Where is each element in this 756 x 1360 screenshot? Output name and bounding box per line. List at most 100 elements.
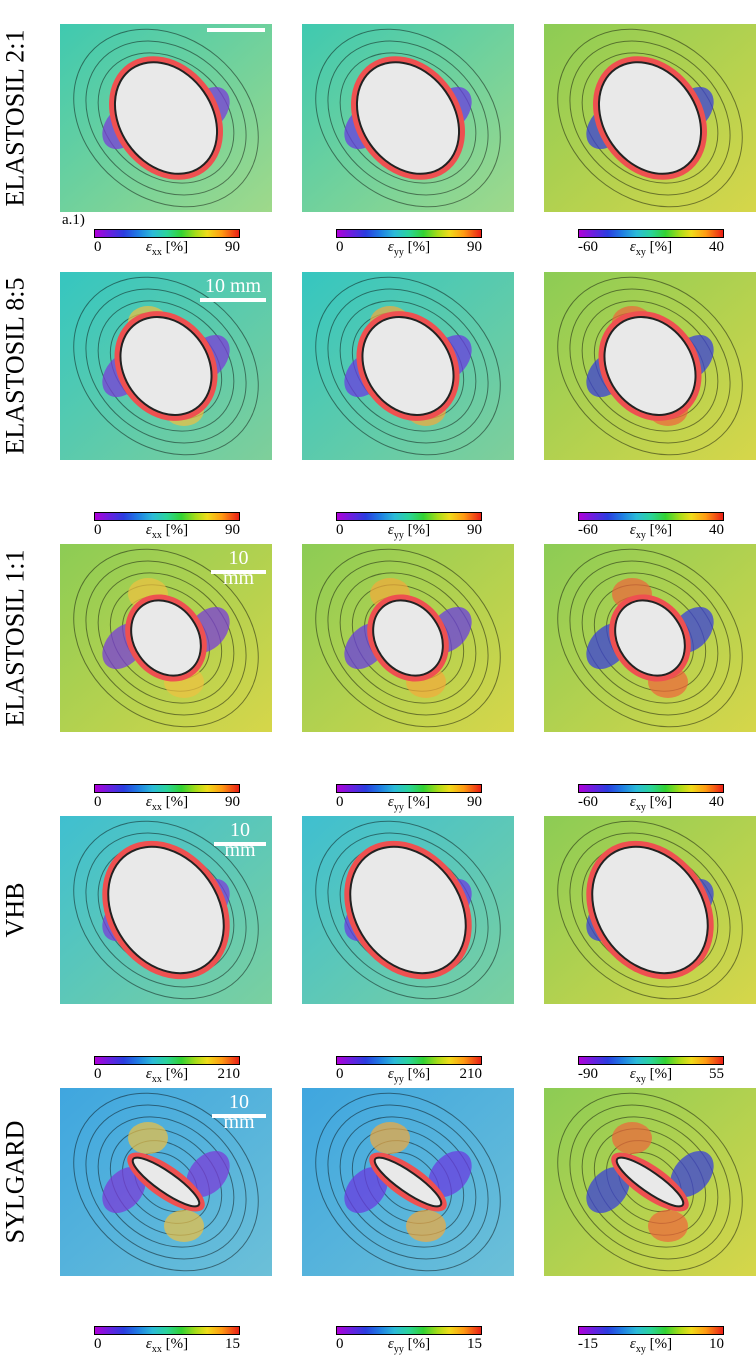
strain-lobe-low: [586, 1166, 630, 1214]
strain-unit: [%]: [649, 1066, 673, 1082]
contour-line: [557, 28, 743, 208]
contour-line: [73, 1092, 259, 1272]
strain-symbol: ε: [145, 1066, 152, 1082]
colorbar-r2-c3: -60 εxy [%] 40: [578, 512, 724, 546]
colorbar-gradient: [94, 1056, 240, 1065]
strain-contour-map: [544, 544, 756, 732]
colorbar-gradient: [336, 1056, 482, 1065]
colorbar-gradient: [336, 512, 482, 521]
strain-contour-map: [544, 1088, 756, 1276]
strain-field-panel-r2-c2: [302, 272, 514, 460]
strain-unit: [%]: [407, 1336, 431, 1352]
strain-component: xy: [635, 1074, 646, 1085]
colorbar-min-label: 0: [94, 1066, 102, 1082]
colorbar-quantity-label: εyy [%]: [388, 794, 430, 816]
strain-symbol: ε: [629, 794, 636, 810]
strain-component: xy: [635, 802, 646, 813]
strain-lobe-high: [612, 1122, 652, 1154]
specimen-hole: [119, 316, 213, 416]
strain-lobe-high: [406, 1210, 446, 1242]
strain-contour-map: [60, 24, 272, 212]
colorbar-r2-c2: 0 εyy [%] 90: [336, 512, 482, 546]
strain-unit: [%]: [407, 522, 431, 538]
strain-component: xx: [151, 247, 162, 258]
colorbar-r5-c2: 0 εyy [%] 15: [336, 1326, 482, 1360]
colorbar-gradient: [578, 1326, 724, 1335]
strain-component: yy: [393, 1074, 404, 1085]
strain-lobe-high: [648, 1210, 688, 1242]
scale-bar-row-5: 10 mm: [212, 1092, 266, 1132]
specimen-hole: [372, 599, 444, 677]
colorbar-gradient: [94, 229, 240, 238]
contour-line: [315, 820, 501, 1000]
colorbar-max-label: 210: [459, 1066, 483, 1082]
strain-unit: [%]: [407, 239, 431, 255]
contour-line: [97, 572, 235, 704]
strain-lobe-low: [428, 1150, 472, 1198]
contour-line: [569, 832, 731, 988]
colorbar-r5-c3: -15 εxy [%] 10: [578, 1326, 724, 1360]
contour-line: [315, 28, 501, 208]
colorbar-min-label: -60: [578, 239, 598, 255]
colorbar-gradient: [94, 1326, 240, 1335]
colorbar-quantity-label: εxx [%]: [146, 794, 188, 816]
strain-symbol: ε: [629, 1066, 636, 1082]
strain-unit: [%]: [165, 522, 189, 538]
strain-symbol: ε: [387, 522, 394, 538]
strain-lobe-low: [670, 1150, 714, 1198]
colorbar-max-label: 40: [709, 522, 724, 538]
strain-lobe-high: [370, 1122, 410, 1154]
contour-line: [569, 40, 731, 196]
strain-field-panel-r2-c1: [60, 272, 272, 460]
specimen-hole: [614, 599, 686, 677]
strain-component: xx: [151, 802, 162, 813]
contour-line: [593, 1128, 707, 1236]
colorbar-r3-c3: -60 εxy [%] 40: [578, 784, 724, 818]
strain-contour-map: [544, 24, 756, 212]
strain-symbol: ε: [629, 522, 636, 538]
colorbar-quantity-label: εxy [%]: [630, 239, 672, 261]
colorbar-min-label: 0: [336, 239, 344, 255]
contour-line: [339, 52, 477, 184]
colorbar-min-label: -15: [578, 1336, 598, 1352]
strain-component: yy: [393, 802, 404, 813]
row-label-elastosil-8-5: ELASTOSIL 8:5: [0, 277, 30, 455]
colorbar-quantity-label: εxy [%]: [630, 1066, 672, 1088]
colorbar-min-label: 0: [336, 1336, 344, 1352]
colorbar-min-label: 0: [336, 1066, 344, 1082]
strain-unit: [%]: [407, 1066, 431, 1082]
colorbar-gradient: [578, 1056, 724, 1065]
strain-component: xx: [151, 1074, 162, 1085]
strain-field-panel-r3-c2: [302, 544, 514, 732]
row-label-elastosil-2-1: ELASTOSIL 2:1: [0, 29, 30, 207]
strain-component: yy: [393, 530, 404, 541]
colorbar-min-label: 0: [94, 239, 102, 255]
strain-field-panel-r5-c2: [302, 1088, 514, 1276]
colorbar-gradient: [94, 512, 240, 521]
strain-symbol: ε: [145, 522, 152, 538]
strain-symbol: ε: [145, 239, 152, 255]
strain-field-panel-r5-c3: [544, 1088, 756, 1276]
colorbar-quantity-label: εxx [%]: [146, 522, 188, 544]
colorbar-min-label: 0: [94, 1336, 102, 1352]
colorbar-quantity-label: εyy [%]: [388, 1066, 430, 1088]
contour-line: [85, 1104, 247, 1260]
colorbar-r4-c3: -90 εxy [%] 55: [578, 1056, 724, 1090]
strain-symbol: ε: [387, 239, 394, 255]
contour-line: [557, 276, 743, 456]
colorbar-quantity-label: εyy [%]: [388, 522, 430, 544]
specimen-hole: [615, 1156, 685, 1208]
contour-line: [351, 1128, 465, 1236]
scale-bar-row-1: 10 mm: [207, 6, 265, 36]
contour-line: [569, 288, 731, 444]
strain-lobe-low: [102, 1166, 146, 1214]
contour-line: [73, 28, 259, 208]
colorbar-quantity-label: εyy [%]: [388, 1336, 430, 1358]
colorbar-quantity-label: εxx [%]: [146, 239, 188, 261]
colorbar-max-label: 40: [709, 794, 724, 810]
contour-line: [581, 52, 719, 184]
contour-line: [85, 288, 247, 444]
contour-line: [85, 560, 247, 716]
strain-symbol: ε: [387, 1336, 394, 1352]
row-label-vhb: VHB: [0, 882, 29, 938]
